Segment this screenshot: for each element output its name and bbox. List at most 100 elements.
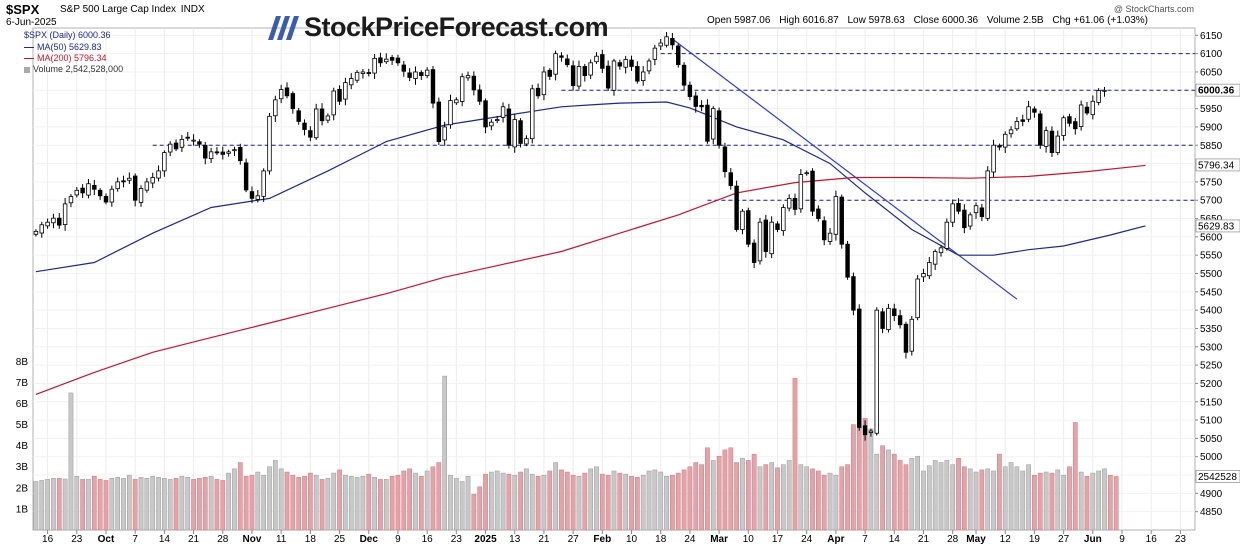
volume-bar xyxy=(413,472,418,531)
volume-bar xyxy=(255,471,261,531)
candle-body xyxy=(226,151,231,154)
candle-body xyxy=(1032,108,1037,113)
candle-body xyxy=(495,119,500,122)
value-tag-box xyxy=(1195,158,1240,172)
volume-bar xyxy=(1026,464,1031,531)
change-value: +61.06 (+1.03%) xyxy=(1073,15,1149,26)
volume-bar xyxy=(845,464,850,531)
candle-body xyxy=(261,170,266,197)
volume-bar xyxy=(62,478,68,531)
candle-body xyxy=(594,55,599,63)
price-tick-label: 5050 xyxy=(1200,434,1223,445)
candle-body xyxy=(173,142,179,150)
candle-body xyxy=(576,66,582,87)
high-value: 6016.87 xyxy=(802,15,839,26)
candle-body xyxy=(991,144,996,173)
high-label: High xyxy=(779,15,800,26)
candle-body xyxy=(985,170,990,219)
volume-bar xyxy=(1055,469,1061,531)
volume-bar xyxy=(973,471,979,531)
candle-body xyxy=(489,121,494,127)
candle-body xyxy=(442,126,447,141)
candle-body xyxy=(781,207,786,232)
volume-bar xyxy=(366,473,372,531)
volume-tick-label: 4B xyxy=(16,441,29,452)
candle-body xyxy=(232,149,237,152)
volume-bar xyxy=(115,477,121,531)
volume-bar xyxy=(103,480,109,531)
candle-body xyxy=(944,221,950,249)
candle-body xyxy=(839,196,844,245)
volume-bar xyxy=(1096,470,1102,531)
volume-bar xyxy=(506,473,512,531)
volume-tag-box xyxy=(1195,470,1240,483)
volume-tick-label: 2B xyxy=(16,483,29,494)
volume-bar xyxy=(395,474,401,531)
candle-body xyxy=(746,210,751,245)
candle-body xyxy=(541,71,547,96)
volume-bar xyxy=(261,474,267,531)
volume-bar xyxy=(804,466,810,531)
volume-bar xyxy=(1084,475,1090,531)
candle-body xyxy=(45,221,50,227)
volume-bar xyxy=(751,453,757,531)
x-tick-label: 23 xyxy=(451,534,463,545)
horizontal-levels xyxy=(152,38,1195,300)
candle-body xyxy=(68,196,74,204)
price-tick-label: 5100 xyxy=(1200,416,1223,427)
ticker-description: S&P 500 Large Cap Index INDX xyxy=(60,4,205,15)
low-value: 5978.63 xyxy=(868,15,905,26)
candle-body xyxy=(699,104,704,108)
open-label: Open xyxy=(707,15,732,26)
volume-tag-label: 2542528 xyxy=(1198,472,1237,483)
price-tick-label: 5000 xyxy=(1200,452,1223,463)
price-tick-label: 6100 xyxy=(1200,49,1223,60)
volume-bar xyxy=(220,480,226,531)
volume-bar xyxy=(921,470,926,531)
candle-body xyxy=(810,170,815,212)
volume-bar xyxy=(401,470,407,531)
volume-bar xyxy=(1078,471,1084,531)
value-tag-box xyxy=(1195,83,1240,97)
x-tick-label: 10 xyxy=(626,534,638,545)
candle-body xyxy=(658,42,663,47)
volume-bar xyxy=(926,465,932,531)
volume-bar xyxy=(985,468,991,531)
candle-body xyxy=(500,106,506,118)
chart-credit: @ StockCharts.com xyxy=(1113,4,1194,14)
x-tick-label: Mar xyxy=(710,534,728,545)
change-label: Chg xyxy=(1052,15,1071,26)
legend-volume-label: Volume 2,542,528,000 xyxy=(33,64,124,74)
volume-bar xyxy=(576,475,582,531)
price-tick-label: 4900 xyxy=(1200,489,1223,500)
candle-body xyxy=(652,47,658,60)
candle-body xyxy=(646,60,652,72)
volume-bar xyxy=(86,479,91,531)
volume-bar xyxy=(80,479,85,531)
volume-bar xyxy=(1072,422,1078,531)
volume-tick-label: 6B xyxy=(16,399,29,410)
candle-body xyxy=(214,151,220,154)
candle-body xyxy=(862,425,868,436)
candle-body xyxy=(191,139,196,142)
candle-body xyxy=(962,209,967,229)
candle-body xyxy=(407,72,412,78)
volume-bar xyxy=(658,471,664,531)
candle-body xyxy=(220,151,225,155)
price-tick-label: 5550 xyxy=(1200,251,1223,262)
candle-body xyxy=(892,308,897,317)
x-tick-label: 14 xyxy=(159,534,171,545)
grid xyxy=(32,27,1196,531)
exchange-name: INDX xyxy=(180,4,205,15)
volume-bar xyxy=(827,472,833,531)
candle-body xyxy=(1073,121,1078,130)
candle-body xyxy=(86,183,91,196)
volume-bar xyxy=(944,460,950,531)
candle-body xyxy=(343,82,348,100)
candle-body xyxy=(74,189,80,196)
x-tick-label: Dec xyxy=(360,534,379,545)
ma50-swatch xyxy=(24,47,34,49)
candle-body xyxy=(1049,130,1055,153)
candle-body xyxy=(313,108,319,139)
